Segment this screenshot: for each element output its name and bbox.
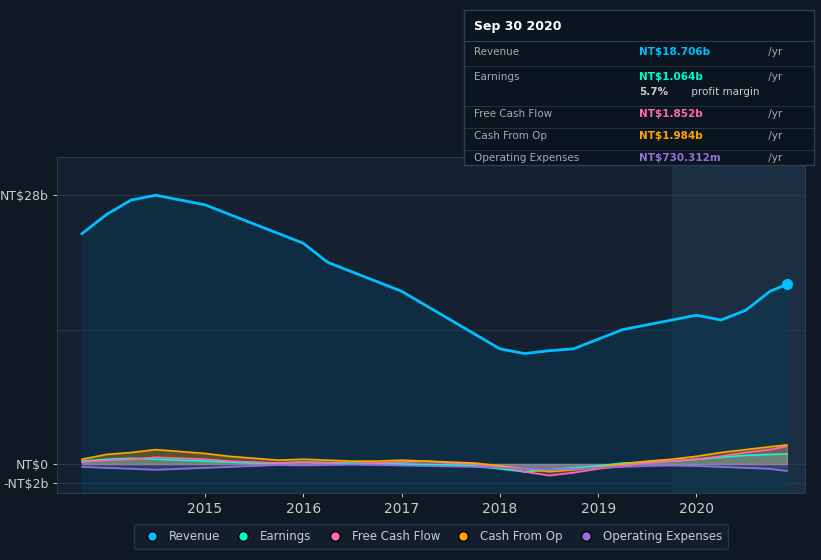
Text: Sep 30 2020: Sep 30 2020 (475, 20, 562, 34)
Text: NT$730.312m: NT$730.312m (639, 153, 721, 163)
Text: /yr: /yr (765, 131, 782, 141)
Text: Earnings: Earnings (475, 72, 520, 82)
Text: Free Cash Flow: Free Cash Flow (475, 109, 553, 119)
Text: NT$18.706b: NT$18.706b (639, 47, 710, 57)
Text: Revenue: Revenue (475, 47, 520, 57)
Text: profit margin: profit margin (688, 87, 759, 97)
Text: Cash From Op: Cash From Op (475, 131, 548, 141)
Text: /yr: /yr (765, 47, 782, 57)
Text: Operating Expenses: Operating Expenses (475, 153, 580, 163)
Text: NT$1.064b: NT$1.064b (639, 72, 703, 82)
Text: /yr: /yr (765, 72, 782, 82)
Text: NT$1.852b: NT$1.852b (639, 109, 703, 119)
Bar (672, 157, 805, 493)
Text: /yr: /yr (765, 153, 782, 163)
Text: /yr: /yr (765, 109, 782, 119)
Text: 5.7%: 5.7% (639, 87, 668, 97)
Legend: Revenue, Earnings, Free Cash Flow, Cash From Op, Operating Expenses: Revenue, Earnings, Free Cash Flow, Cash … (135, 524, 727, 549)
Text: NT$1.984b: NT$1.984b (639, 131, 703, 141)
